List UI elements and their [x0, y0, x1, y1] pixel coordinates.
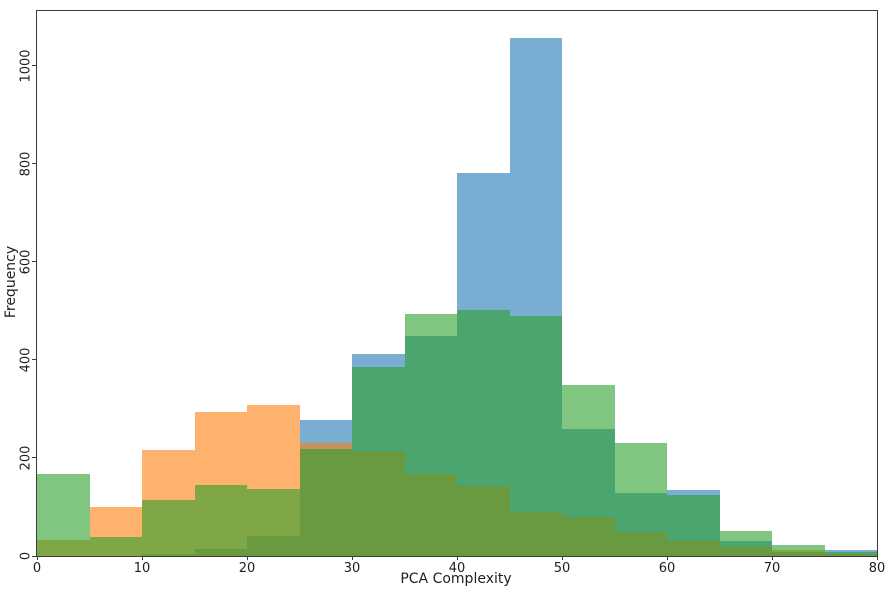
x-tick-mark-80 [876, 556, 878, 560]
x-tick-label-60: 60 [658, 561, 676, 576]
x-tick-mark-50 [561, 556, 563, 560]
series-layer-green [37, 11, 877, 556]
histogram-bar-green-bin-0-5 [37, 474, 90, 556]
x-tick-label-80: 80 [868, 561, 886, 576]
y-tick-mark-1000 [32, 65, 36, 67]
histogram-bar-green-bin-55-60 [614, 443, 667, 556]
x-axis-label: PCA Complexity [400, 571, 512, 587]
y-tick-mark-400 [32, 359, 36, 361]
y-tick-mark-0 [32, 555, 36, 557]
y-tick-label-0: 0 [18, 551, 34, 561]
x-tick-label-20: 20 [238, 561, 256, 576]
x-tick-label-70: 70 [763, 561, 781, 576]
x-tick-mark-20 [246, 556, 248, 560]
y-tick-mark-600 [32, 261, 36, 263]
histogram-bar-green-bin-30-35 [352, 366, 405, 556]
histogram-bar-green-bin-25-30 [299, 449, 352, 556]
histogram-bar-green-bin-65-70 [719, 531, 772, 556]
y-axis-label: Frequency [3, 245, 19, 319]
x-tick-mark-30 [351, 556, 353, 560]
histogram-bar-green-bin-35-40 [404, 313, 457, 556]
y-tick-label-800: 800 [18, 151, 34, 177]
x-tick-mark-60 [666, 556, 668, 560]
x-tick-label-10: 10 [133, 561, 151, 576]
histogram-bar-green-bin-50-55 [562, 385, 615, 556]
y-tick-label-600: 600 [18, 249, 34, 275]
histogram-bar-green-bin-5-10 [89, 537, 142, 556]
histogram-bar-green-bin-70-75 [772, 545, 825, 556]
x-tick-label-40: 40 [448, 561, 466, 576]
y-tick-mark-200 [32, 457, 36, 459]
x-tick-label-0: 0 [32, 561, 42, 576]
histogram-bar-green-bin-45-50 [509, 315, 562, 556]
plot-area: 0 10 20 30 40 50 60 70 80 0 200 400 600 800 1000 [19, 10, 885, 575]
histogram-bar-green-bin-20-25 [247, 488, 300, 556]
x-tick-mark-0 [36, 556, 38, 560]
x-tick-label-30: 30 [343, 561, 361, 576]
histogram-bar-green-bin-15-20 [194, 484, 247, 556]
histogram-bar-green-bin-40-45 [457, 309, 510, 556]
y-tick-label-1000: 1000 [18, 49, 34, 83]
x-tick-mark-40 [456, 556, 458, 560]
x-tick-mark-70 [771, 556, 773, 560]
x-tick-label-50: 50 [553, 561, 571, 576]
y-tick-label-200: 200 [18, 445, 34, 471]
histogram-bar-green-bin-10-15 [142, 499, 195, 556]
y-tick-label-400: 400 [18, 347, 34, 373]
histogram-bar-green-bin-60-65 [667, 495, 720, 556]
histogram-bar-green-bin-75-80 [824, 552, 877, 556]
y-tick-mark-800 [32, 163, 36, 165]
x-tick-mark-10 [141, 556, 143, 560]
